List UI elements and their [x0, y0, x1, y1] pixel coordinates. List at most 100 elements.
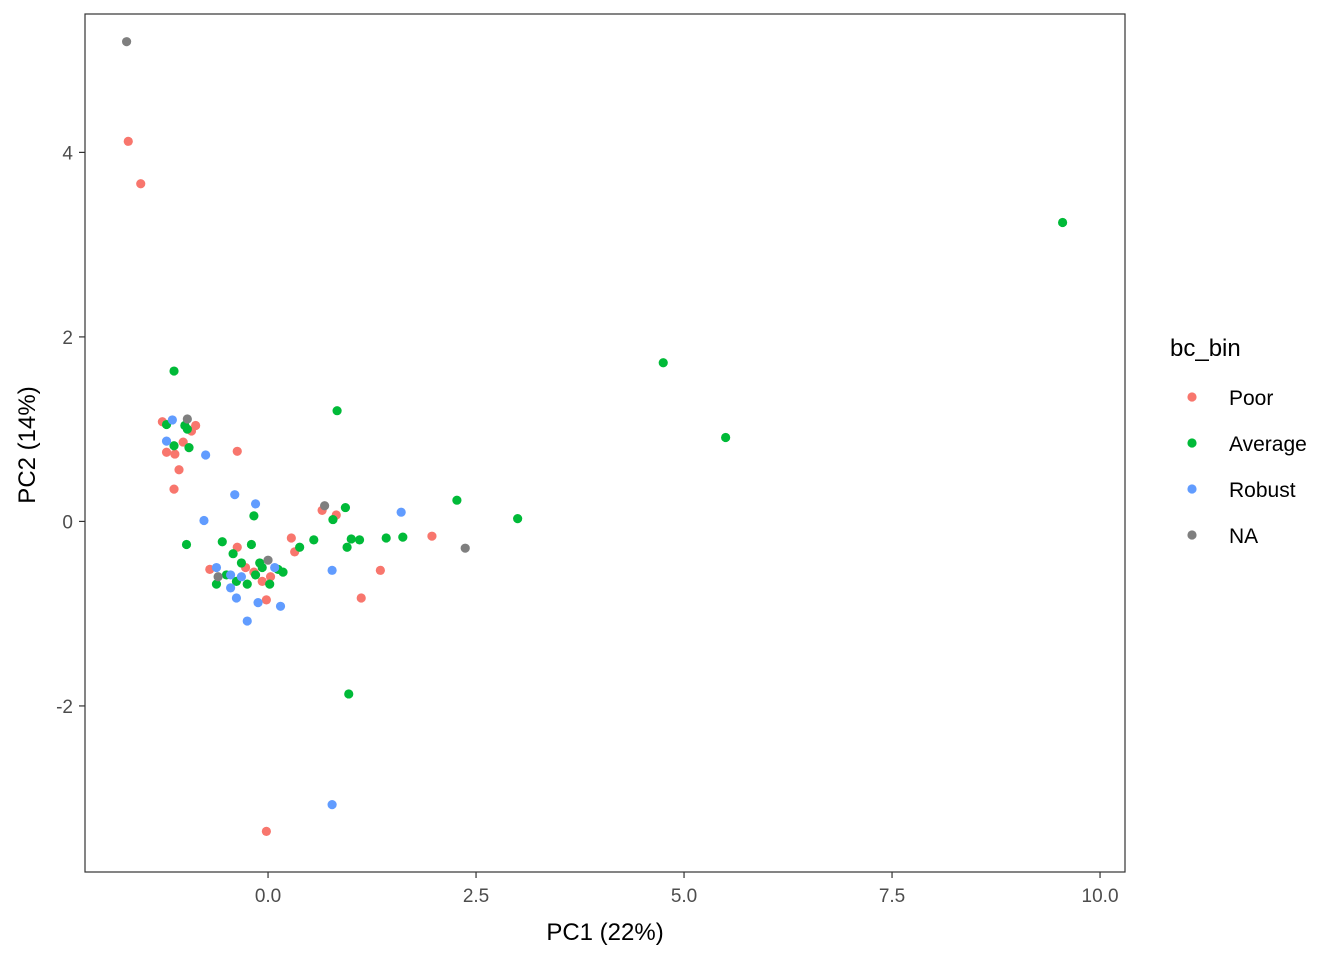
data-point: [265, 572, 276, 582]
data-point: [246, 539, 256, 550]
data-point: [354, 535, 365, 545]
data-point: [213, 572, 223, 582]
data-point: [201, 450, 211, 460]
data-point: [226, 570, 236, 580]
data-point: [231, 593, 242, 603]
data-point: [232, 446, 242, 456]
data-point: [167, 415, 177, 425]
data-point: [136, 179, 146, 189]
data-point: [169, 441, 179, 451]
data-point: [211, 562, 222, 573]
data-point: [199, 515, 209, 526]
data-point: [249, 511, 259, 521]
legend-key-na: [1187, 530, 1197, 540]
x-axis: 0.0 2.5 5.0 7.5 10.0: [255, 872, 1119, 907]
data-point: [327, 800, 337, 810]
data-point: [342, 542, 352, 552]
data-point: [427, 531, 437, 541]
data-point: [122, 37, 132, 47]
data-point: [226, 583, 236, 593]
data-point: [217, 537, 227, 547]
data-point: [161, 436, 172, 446]
data-point: [181, 539, 192, 550]
data-point: [228, 549, 238, 559]
data-point: [320, 501, 330, 511]
plot-area: [84, 13, 1126, 873]
data-point: [242, 616, 252, 626]
legend-key-poor: [1187, 392, 1197, 402]
data-point: [375, 565, 385, 575]
data-point: [356, 593, 366, 603]
data-point: [513, 514, 523, 524]
data-point: [295, 542, 305, 552]
legend: bc_bin Poor Average Robust NA: [1170, 335, 1307, 548]
data-point: [721, 432, 731, 443]
y-tick-label: 0: [62, 512, 73, 533]
series-na: [122, 37, 470, 582]
data-point: [184, 443, 194, 453]
data-point: [170, 449, 180, 459]
data-point: [344, 689, 354, 699]
data-point: [340, 502, 351, 513]
data-point: [261, 595, 271, 605]
legend-label-average: Average: [1229, 433, 1307, 456]
data-point: [169, 484, 179, 494]
data-point: [265, 579, 275, 589]
y-tick-label: 4: [62, 143, 73, 164]
data-point: [253, 598, 263, 608]
data-point: [123, 136, 133, 146]
data-point: [261, 826, 271, 837]
data-point: [346, 534, 356, 544]
data-point: [211, 579, 222, 589]
data-point: [174, 465, 184, 475]
data-point: [398, 532, 408, 542]
data-point: [230, 490, 240, 500]
x-tick-label: 0.0: [255, 886, 281, 907]
data-point: [452, 495, 462, 505]
data-point: [309, 535, 319, 545]
y-axis-title: PC2 (14%): [14, 386, 41, 503]
data-point: [332, 406, 342, 416]
data-point: [236, 572, 247, 582]
series-average: [161, 217, 1068, 699]
data-point: [191, 420, 201, 431]
y-tick-label: -2: [56, 697, 73, 718]
x-tick-label: 10.0: [1082, 886, 1119, 907]
legend-key-robust: [1187, 484, 1197, 494]
legend-label-na: NA: [1229, 525, 1258, 548]
data-point: [161, 447, 172, 457]
y-axis: -2 0 2 4: [56, 143, 85, 718]
data-point: [658, 358, 668, 368]
data-point: [396, 507, 406, 517]
data-point: [263, 555, 273, 565]
data-point: [169, 366, 179, 376]
data-point: [381, 533, 391, 543]
legend-title: bc_bin: [1170, 335, 1241, 362]
series-poor: [123, 136, 437, 837]
x-axis-title: PC1 (22%): [546, 919, 663, 946]
series-robust: [161, 415, 406, 810]
data-point: [1058, 217, 1068, 228]
x-tick-label: 5.0: [671, 886, 697, 907]
panel-border: [84, 13, 1126, 873]
legend-key-average: [1187, 438, 1197, 448]
data-point: [182, 424, 192, 434]
data-point: [178, 437, 188, 447]
data-point: [250, 499, 261, 509]
data-point: [242, 579, 252, 589]
data-point: [236, 558, 247, 568]
legend-label-robust: Robust: [1229, 479, 1296, 502]
data-point: [182, 414, 192, 424]
y-tick-label: 2: [62, 328, 73, 349]
data-point: [328, 514, 338, 525]
data-point: [257, 562, 267, 573]
data-point: [327, 565, 337, 575]
x-tick-label: 2.5: [463, 886, 489, 907]
data-point: [275, 601, 286, 611]
data-point: [257, 576, 267, 586]
legend-label-poor: Poor: [1229, 387, 1273, 410]
data-point: [278, 567, 288, 577]
data-point: [270, 562, 280, 573]
data-point: [460, 543, 470, 553]
